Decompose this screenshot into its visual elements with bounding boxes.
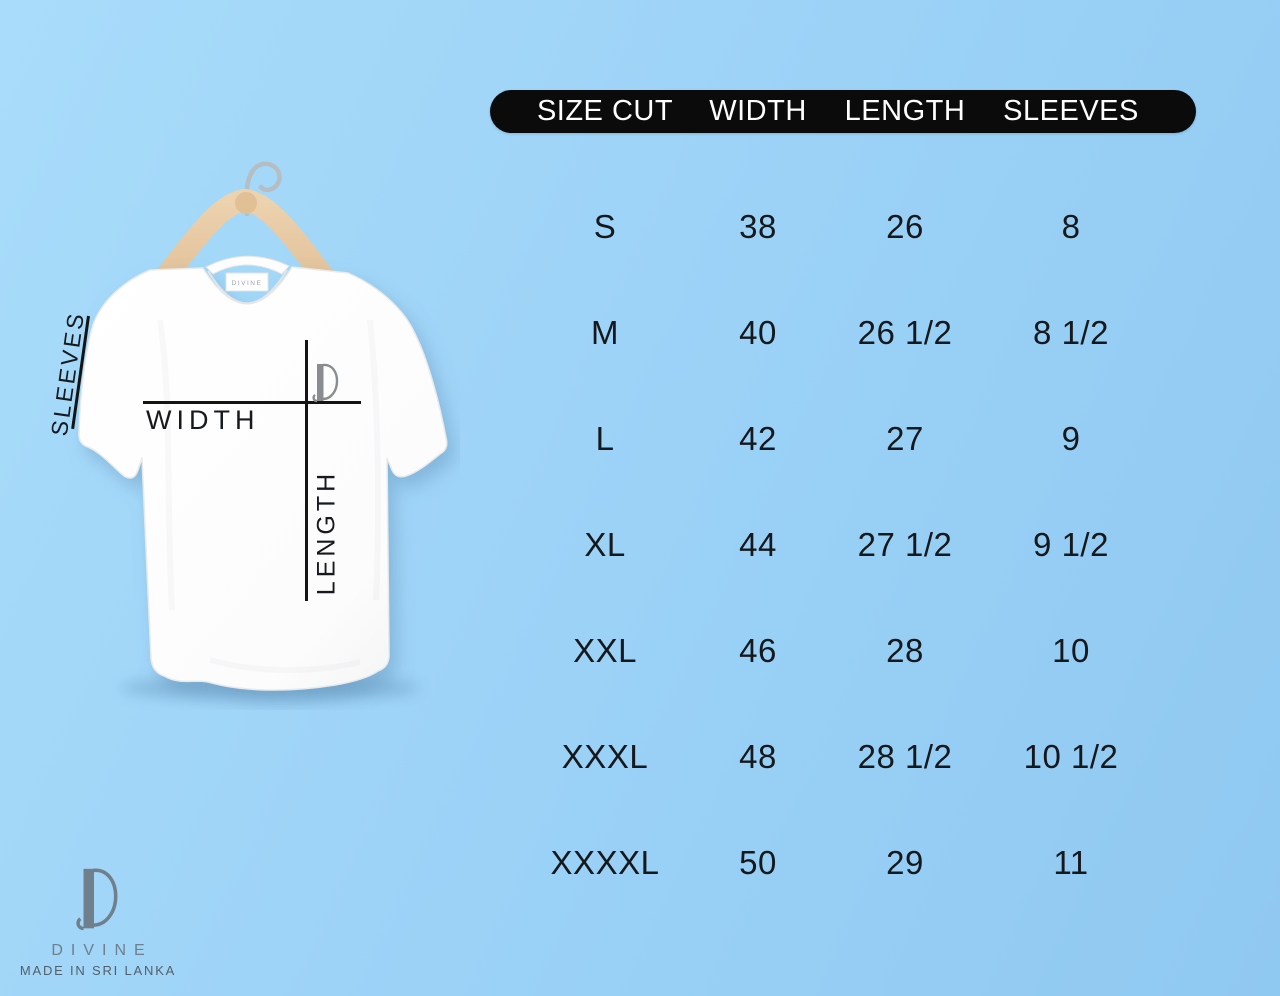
size-chart-rows: S 38 26 8 M 40 26 1/2 8 1/2 L 42 27 9 XL… — [490, 173, 1196, 915]
neck-tag — [225, 272, 269, 292]
header-length: LENGTH — [844, 95, 966, 127]
sleeves-value: 8 1/2 — [1033, 313, 1109, 351]
fabric-creases — [157, 319, 381, 673]
length-label: LENGTH — [312, 469, 341, 596]
length-value: 26 — [886, 207, 924, 245]
table-row: XL 44 27 1/2 9 1/2 — [490, 491, 1196, 597]
width-value: 38 — [739, 207, 777, 245]
header-sleeves: SLEEVES — [1003, 95, 1139, 127]
size-value: L — [595, 419, 615, 457]
tshirt-body — [78, 266, 448, 691]
width-value: 42 — [739, 419, 777, 457]
length-value: 28 — [886, 631, 924, 669]
length-measure-line — [305, 340, 308, 601]
neck-tag-text: DIVINE — [232, 280, 263, 287]
size-value: S — [593, 207, 617, 245]
size-chart-header: SIZE CUT WIDTH LENGTH SLEEVES — [490, 90, 1196, 133]
divine-monogram-small-icon — [312, 363, 339, 403]
width-value: 40 — [739, 313, 777, 351]
header-width: WIDTH — [709, 95, 807, 127]
tshirt-illustration: DIVINE — [78, 161, 448, 700]
hanger-hook-icon — [244, 161, 282, 217]
length-value: 26 1/2 — [857, 313, 953, 351]
brand-block: DIVINE MADE IN SRI LANKA — [18, 864, 178, 978]
table-row: XXL 46 28 10 — [490, 597, 1196, 703]
width-value: 50 — [739, 843, 777, 881]
width-value: 44 — [739, 525, 777, 563]
sleeves-value: 9 — [1061, 419, 1081, 457]
size-value: M — [591, 313, 619, 351]
brand-name: DIVINE — [51, 942, 153, 959]
length-value: 29 — [886, 843, 924, 881]
size-value: XL — [584, 525, 626, 563]
length-value: 27 1/2 — [857, 525, 953, 563]
sleeves-value: 9 1/2 — [1033, 525, 1109, 563]
size-value: XXL — [573, 631, 637, 669]
sleeves-value: 10 1/2 — [1023, 737, 1119, 775]
table-row: XXXXL 50 29 11 — [490, 809, 1196, 915]
sleeves-value: 11 — [1053, 843, 1089, 881]
header-size-cut: SIZE CUT — [536, 95, 674, 127]
width-value: 48 — [739, 737, 777, 775]
length-value: 28 1/2 — [857, 737, 953, 775]
sleeves-value: 10 — [1052, 631, 1090, 669]
collar: DIVINE — [205, 255, 290, 305]
table-row: S 38 26 8 — [490, 173, 1196, 279]
size-value: XXXXL — [550, 843, 660, 881]
size-value: XXXL — [561, 737, 649, 775]
brand-tagline: MADE IN SRI LANKA — [19, 963, 177, 978]
table-row: L 42 27 9 — [490, 385, 1196, 491]
width-value: 46 — [739, 631, 777, 669]
divine-monogram-icon — [76, 868, 118, 931]
table-row: M 40 26 1/2 8 1/2 — [490, 279, 1196, 385]
width-measure-line — [143, 401, 361, 404]
width-label: WIDTH — [146, 405, 260, 435]
size-chart: SIZE CUT WIDTH LENGTH SLEEVES S 38 26 8 … — [490, 90, 1196, 879]
length-value: 27 — [886, 419, 924, 457]
table-row: XXXL 48 28 1/2 10 1/2 — [490, 703, 1196, 809]
sleeves-value: 8 — [1061, 207, 1081, 245]
